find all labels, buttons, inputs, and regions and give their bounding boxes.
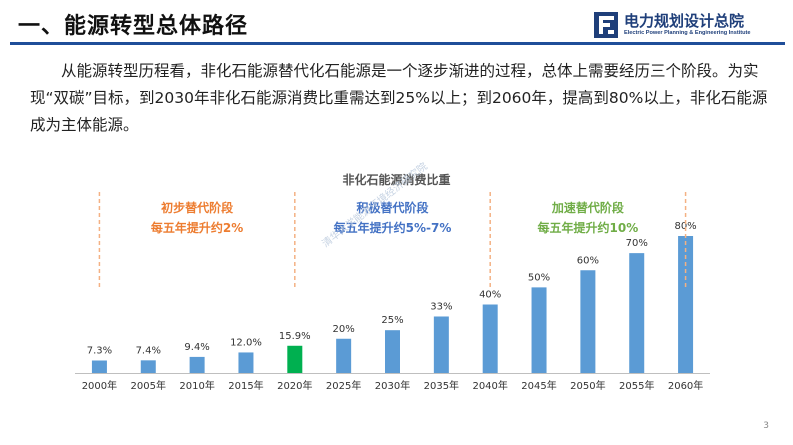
bar: [385, 330, 400, 373]
data-label: 25%: [381, 315, 403, 326]
x-tick-label: 2005年: [131, 379, 166, 392]
bar: [140, 360, 156, 373]
data-label: 40%: [479, 290, 501, 301]
x-tick-label: 2055年: [619, 379, 654, 392]
bar: [433, 316, 449, 373]
x-tick-label: 2035年: [424, 379, 459, 392]
x-tick-label: 2040年: [472, 379, 507, 392]
x-tick-label: 2015年: [228, 379, 263, 392]
page-title: 一、能源转型总体路径: [18, 14, 249, 39]
intro-paragraph: 从能源转型历程看，非化石能源替代化石能源是一个逐步渐进的过程，总体上需要经历三个…: [30, 62, 768, 134]
x-tick-label: 2020年: [277, 379, 312, 392]
bar: [238, 352, 254, 373]
bar: [531, 287, 547, 373]
data-label: 60%: [577, 255, 599, 266]
x-tick-label: 2030年: [375, 379, 410, 392]
data-label: 7.4%: [136, 345, 161, 356]
data-label: 15.9%: [279, 331, 311, 342]
bar: [482, 304, 498, 373]
bar: [678, 236, 694, 373]
chart-title: 非化石能源消费比重: [342, 173, 451, 187]
x-tick-label: 2050年: [570, 379, 605, 392]
data-label: 70%: [626, 238, 648, 249]
x-tick-label: 2045年: [521, 379, 556, 392]
bar: [336, 338, 352, 373]
data-label: 7.3%: [87, 345, 112, 356]
title-divider: [10, 42, 785, 45]
bar: [189, 356, 205, 373]
data-label: 80%: [674, 221, 696, 232]
bar: [91, 360, 107, 373]
bar: [629, 253, 645, 373]
stage-title: 加速替代阶段: [551, 200, 625, 215]
data-label: 12.0%: [230, 337, 262, 348]
x-tick-label: 2060年: [668, 379, 703, 392]
page-number: 3: [763, 421, 769, 431]
data-label: 50%: [528, 272, 550, 283]
stage-subtitle: 每五年提升约5%-7%: [334, 220, 452, 235]
data-label: 9.4%: [184, 342, 209, 353]
bar: [580, 270, 596, 373]
data-label: 33%: [430, 301, 452, 312]
logo: 电力规划设计总院 Electric Power Planning & Engin…: [594, 10, 784, 40]
logo-icon: [594, 12, 618, 38]
x-tick-label: 2025年: [326, 379, 361, 392]
data-label: 20%: [333, 324, 355, 335]
logo-name-cn: 电力规划设计总院: [624, 12, 745, 30]
x-tick-label: 2010年: [179, 379, 214, 392]
x-tick-label: 2000年: [82, 379, 117, 392]
stage-subtitle: 每五年提升约10%: [538, 220, 639, 235]
stage-subtitle: 每五年提升约2%: [151, 220, 243, 235]
bar: [287, 345, 303, 373]
stage-title: 初步替代阶段: [161, 200, 234, 215]
stage-title: 积极替代阶段: [356, 200, 429, 215]
logo-name-en: Electric Power Planning & Engineering In…: [624, 30, 751, 36]
